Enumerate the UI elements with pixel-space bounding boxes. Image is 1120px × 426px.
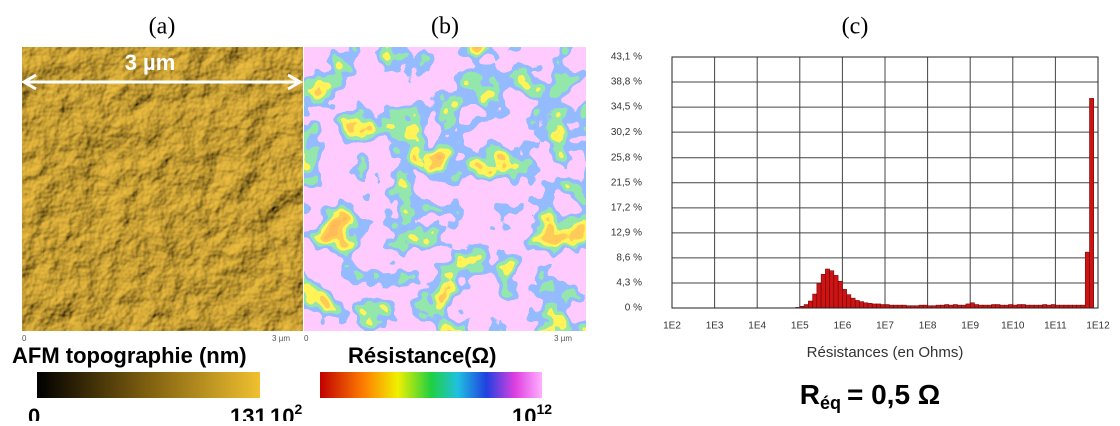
bar	[880, 304, 886, 309]
colorbar-title: Résistance(Ω)	[348, 343, 496, 368]
bar	[1084, 251, 1090, 309]
axis-label: 0	[22, 334, 27, 343]
annotation: Réq = 0,5 Ω	[800, 379, 941, 412]
colorbar-min: 0	[28, 404, 40, 421]
bar	[808, 300, 813, 309]
bar	[876, 303, 881, 309]
bar	[969, 302, 975, 309]
chart-title: (c)	[842, 14, 869, 40]
bar	[952, 304, 958, 309]
bar	[820, 273, 826, 309]
bar	[867, 303, 873, 309]
plot: 0 % 4,3 % 8,6 % 12,9 % 17,2 % 21,5 % 25,8 % 30,…	[611, 52, 1110, 332]
resistance-image	[304, 47, 586, 331]
bar	[816, 283, 822, 309]
bar	[803, 304, 809, 309]
afm-image	[22, 47, 303, 331]
bar	[871, 303, 877, 309]
bar	[863, 302, 869, 309]
y-tick-label: 34,5 %	[611, 102, 642, 113]
bar	[991, 304, 997, 309]
y-tick-label: 43,1 %	[611, 52, 642, 63]
bar	[812, 293, 818, 309]
colorbar-min: 102	[270, 401, 302, 421]
bar	[1042, 304, 1048, 309]
x-tick-label: 1E8	[919, 321, 937, 332]
bar	[944, 304, 950, 309]
colorbar	[37, 372, 260, 398]
colorbar-max: 131	[230, 404, 267, 421]
bar	[995, 304, 1001, 309]
bar	[825, 268, 830, 309]
y-tick-label: 8,6 %	[616, 253, 642, 264]
x-tick-label: 1E6	[834, 321, 852, 332]
scale-arrows	[21, 73, 303, 91]
bar	[1008, 304, 1014, 309]
x-tick-label: 1E4	[748, 321, 766, 332]
axis-label: 3 µm	[272, 334, 290, 343]
plot-frame	[671, 56, 1099, 309]
x-tick-label: 1E12	[1086, 321, 1110, 332]
axis-label: 0	[304, 334, 309, 343]
bar	[1089, 98, 1094, 309]
x-tick-label: 1E3	[706, 321, 724, 332]
y-tick-label: 38,8 %	[611, 77, 642, 88]
scale-label: 3 µm	[125, 50, 176, 75]
colorbar-max: 1012	[512, 401, 552, 421]
x-tick-label: 1E11	[1044, 321, 1067, 332]
bar	[829, 270, 835, 309]
x-axis-label: Résistances (en Ohms)	[807, 344, 964, 361]
bar	[854, 300, 860, 309]
bar	[884, 304, 890, 309]
x-tick-label: 1E2	[663, 321, 681, 332]
x-tick-label: 1E5	[791, 321, 809, 332]
panel-label: (a)	[149, 14, 176, 40]
x-tick-label: 1E10	[1001, 321, 1025, 332]
bar	[842, 289, 847, 309]
y-tick-label: 17,2 %	[611, 202, 642, 213]
y-tick-label: 30,2 %	[611, 127, 642, 138]
bar	[837, 280, 843, 309]
y-tick-label: 4,3 %	[616, 278, 642, 289]
panel-label: (b)	[431, 14, 459, 40]
colorbar-title: AFM topographie (nm)	[12, 343, 247, 368]
bar	[833, 275, 839, 309]
bar	[974, 304, 979, 309]
y-tick-label: 12,9 %	[611, 228, 642, 239]
bar	[850, 297, 856, 309]
bar	[846, 294, 852, 309]
y-tick-label: 21,5 %	[611, 177, 642, 188]
x-tick-label: 1E9	[961, 321, 979, 332]
bar	[1021, 304, 1026, 309]
y-tick-label: 25,8 %	[611, 152, 642, 163]
bar	[965, 303, 971, 309]
bar	[1050, 304, 1056, 309]
colorbar	[320, 372, 542, 398]
x-tick-label: 1E7	[876, 321, 894, 332]
bar	[859, 301, 864, 309]
axis-label: 3 µm	[554, 334, 572, 343]
y-tick-label: 0 %	[625, 303, 642, 314]
bar	[1016, 304, 1022, 309]
